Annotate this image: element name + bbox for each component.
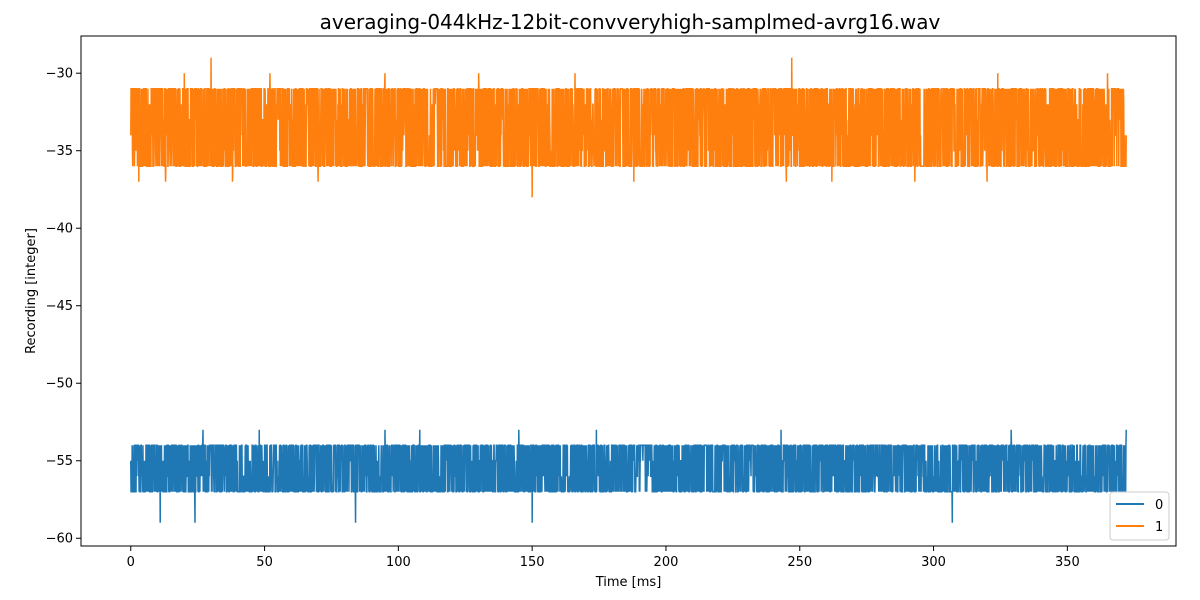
plot-frame xyxy=(80,35,1177,547)
chart-title: averaging-044kHz-12bit-convveryhigh-samp… xyxy=(320,10,941,34)
y-tick-label-2: −50 xyxy=(46,377,73,392)
x-tick-label-1: 50 xyxy=(256,555,273,570)
x-tick-label-4: 200 xyxy=(654,555,679,570)
y-tick-label-0: −60 xyxy=(46,532,73,547)
x-tick-label-5: 250 xyxy=(787,555,812,570)
series-line-0 xyxy=(130,429,1127,523)
x-axis-ticks: 0 50 100 150 200 250 300 350 xyxy=(127,546,1080,570)
legend-label-1: 1 xyxy=(1155,520,1163,535)
y-tick-label-3: −45 xyxy=(46,299,73,314)
x-tick-label-7: 350 xyxy=(1055,555,1080,570)
x-axis-label: Time [ms] xyxy=(595,575,662,590)
y-tick-label-6: −30 xyxy=(46,67,73,82)
legend: 0 1 xyxy=(1109,491,1170,541)
series-layer xyxy=(130,57,1127,523)
y-tick-label-5: −35 xyxy=(46,144,73,159)
x-tick-label-0: 0 xyxy=(127,555,135,570)
y-tick-label-4: −40 xyxy=(46,222,73,237)
x-tick-label-2: 100 xyxy=(386,555,411,570)
y-tick-label-1: −55 xyxy=(46,454,73,469)
x-tick-label-3: 150 xyxy=(520,555,545,570)
series-line-1 xyxy=(130,57,1127,198)
legend-label-0: 0 xyxy=(1155,498,1163,513)
x-tick-label-6: 300 xyxy=(921,555,946,570)
y-axis-ticks: −60 −55 −50 −45 −40 −35 −30 xyxy=(46,67,81,547)
y-axis-label: Recording [integer] xyxy=(24,228,39,354)
